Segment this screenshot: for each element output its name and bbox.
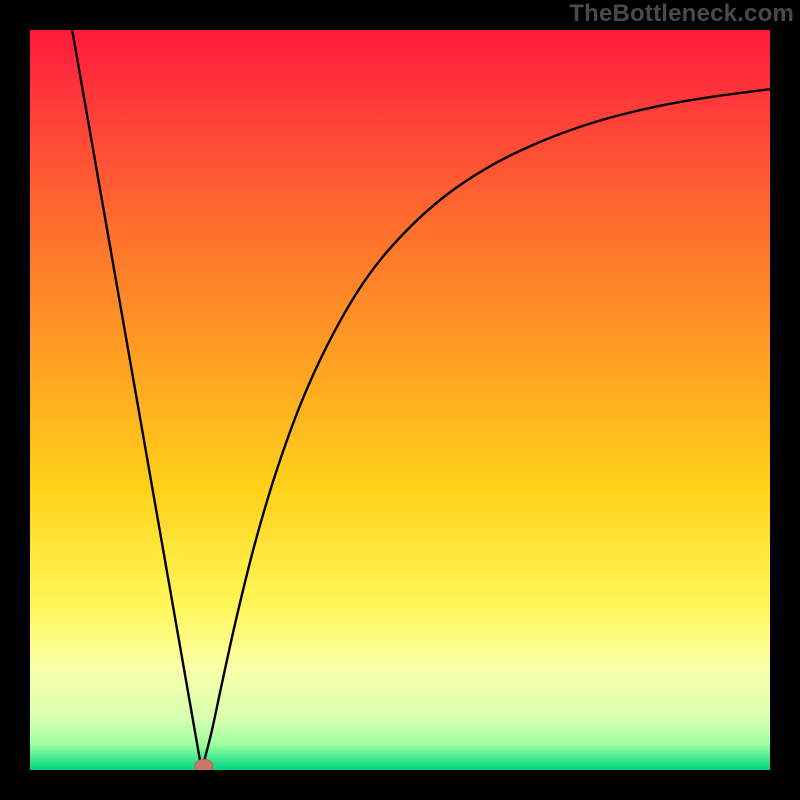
chart-container: TheBottleneck.com xyxy=(0,0,800,800)
plot-area xyxy=(30,30,770,770)
axis-frame-left xyxy=(0,0,30,800)
axis-frame-right xyxy=(770,0,800,800)
gradient-fill xyxy=(30,30,770,770)
watermark-text: TheBottleneck.com xyxy=(569,0,794,28)
axis-frame-bottom xyxy=(0,770,800,800)
plot-svg xyxy=(30,30,770,770)
minimum-marker xyxy=(195,759,213,770)
